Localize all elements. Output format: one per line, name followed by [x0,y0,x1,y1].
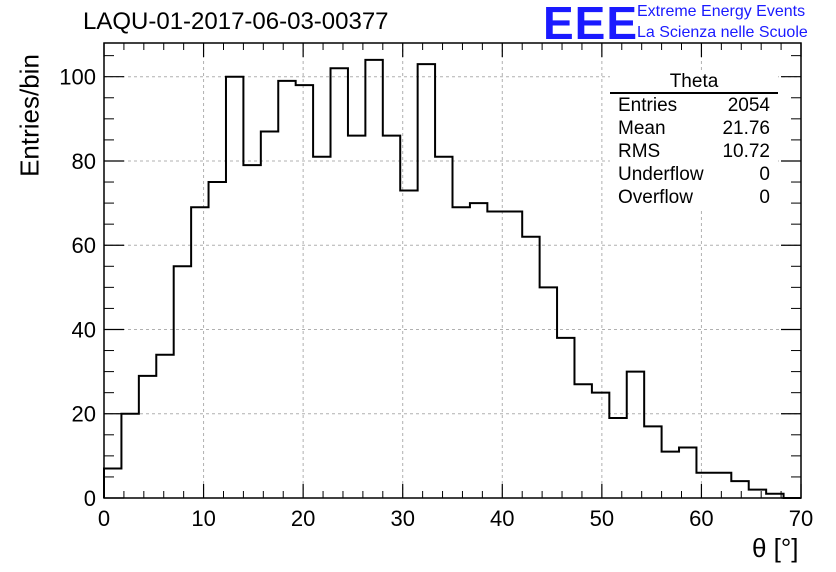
stats-title: Theta [610,72,778,94]
histogram-bin [731,481,748,498]
histogram-bin [749,490,766,498]
eee-logo: EEE [543,0,639,49]
histogram-bin [226,77,243,498]
stats-row-underflow: Underflow 0 [610,163,778,186]
histogram-bin [313,157,330,498]
stats-label: Overflow [618,187,693,208]
stats-row-mean: Mean 21.76 [610,117,778,140]
histogram-bin [557,338,574,498]
histogram-bin [662,452,679,498]
histogram-bin [714,473,731,498]
histogram-bin [156,355,173,498]
histogram-bin [278,81,295,498]
histogram-bin [679,447,696,498]
stats-label: Underflow [618,164,704,185]
stats-label: Entries [618,95,678,116]
histogram-outline [103,58,801,499]
histogram-bin [331,68,348,498]
x-tick-label: 50 [590,506,614,531]
y-axis-label: Entries/bin [14,54,45,177]
histogram-bin [574,384,591,498]
y-tick-label: 20 [72,402,96,427]
histogram-bin [609,418,626,498]
x-tick-labels: 0 10 20 30 40 50 60 70 [98,506,813,531]
x-tick-label: 30 [390,506,414,531]
stats-value: 2054 [727,95,770,116]
stats-value: 10.72 [722,141,770,162]
histogram-bin [470,203,487,498]
stats-value: 0 [759,187,770,208]
logo-line-2: La Scienza nelle Scuole [637,24,808,41]
histogram-bin [435,157,452,498]
y-tick-labels: 0 20 40 60 80 100 [59,65,96,511]
histogram-bin [243,165,260,498]
histogram-bin [592,393,609,498]
x-tick-label: 60 [689,506,713,531]
histogram-bin [348,136,365,498]
plot-frame [103,42,802,499]
histogram-bin [174,266,191,498]
x-tick-label: 20 [291,506,315,531]
histogram-bin [383,136,400,498]
x-tick-label: 0 [98,506,110,531]
chart-title: LAQU-01-2017-06-03-00377 [83,8,389,35]
histogram-bin [104,469,121,498]
histogram-bin [191,207,208,498]
x-axis-label: θ [°] [752,533,799,563]
stats-label: RMS [618,141,661,162]
histogram-bin [644,426,661,498]
histogram-bin [261,131,278,498]
histogram-bin [139,376,156,498]
histogram-bin [365,60,382,498]
histogram-bin [696,473,713,498]
y-tick-label: 80 [72,149,96,174]
stats-row-rms: RMS 10.72 [610,140,778,163]
histogram-bin [209,182,226,498]
histogram-bin [627,372,644,498]
y-tick-label: 100 [59,65,96,90]
x-tick-label: 10 [191,506,215,531]
x-tick-label: 40 [490,506,514,531]
histogram-bin [121,414,138,498]
stats-value: 21.76 [722,118,770,139]
logo-line-1: Extreme Energy Events [637,3,806,20]
y-tick-label: 40 [72,317,96,342]
stats-row-overflow: Overflow 0 [610,186,778,209]
histogram-bin [453,207,470,498]
histogram-bin [418,64,435,498]
y-tick-label: 60 [72,233,96,258]
x-tick-label: 70 [789,506,813,531]
histogram-bin [540,287,557,498]
stats-row-entries: Entries 2054 [610,94,778,117]
histogram-bin [522,237,539,498]
histogram-bin [505,212,522,498]
y-tick-label: 0 [84,486,96,511]
stats-value: 0 [759,164,770,185]
stats-box: Theta Entries 2054 Mean 21.76 RMS 10.72 … [610,72,778,209]
stats-label: Mean [618,118,666,139]
axis-ticks [103,43,802,499]
histogram-bin [296,85,313,498]
